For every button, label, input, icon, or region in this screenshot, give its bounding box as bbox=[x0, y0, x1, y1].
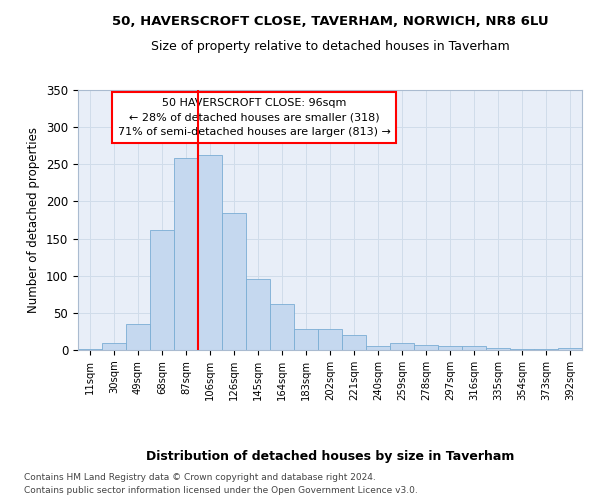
Bar bbox=[222, 214, 246, 350]
Bar bbox=[78, 348, 102, 350]
Bar bbox=[390, 342, 414, 350]
Bar bbox=[318, 329, 342, 350]
Bar bbox=[198, 156, 222, 350]
Bar bbox=[486, 348, 510, 350]
Bar bbox=[342, 335, 366, 350]
Bar bbox=[126, 324, 150, 350]
Text: Contains HM Land Registry data © Crown copyright and database right 2024.: Contains HM Land Registry data © Crown c… bbox=[24, 472, 376, 482]
Bar bbox=[102, 342, 126, 350]
Y-axis label: Number of detached properties: Number of detached properties bbox=[28, 127, 40, 313]
Bar bbox=[150, 230, 174, 350]
Text: Contains public sector information licensed under the Open Government Licence v3: Contains public sector information licen… bbox=[24, 486, 418, 495]
Bar bbox=[366, 346, 390, 350]
Text: 50, HAVERSCROFT CLOSE, TAVERHAM, NORWICH, NR8 6LU: 50, HAVERSCROFT CLOSE, TAVERHAM, NORWICH… bbox=[112, 15, 548, 28]
Text: Size of property relative to detached houses in Taverham: Size of property relative to detached ho… bbox=[151, 40, 509, 53]
Bar bbox=[294, 329, 318, 350]
Bar bbox=[270, 304, 294, 350]
Text: 50 HAVERSCROFT CLOSE: 96sqm
← 28% of detached houses are smaller (318)
71% of se: 50 HAVERSCROFT CLOSE: 96sqm ← 28% of det… bbox=[118, 98, 391, 138]
Bar bbox=[462, 346, 486, 350]
Bar bbox=[558, 348, 582, 350]
Bar bbox=[246, 278, 270, 350]
Bar bbox=[174, 158, 198, 350]
Bar bbox=[438, 346, 462, 350]
Bar bbox=[414, 345, 438, 350]
Text: Distribution of detached houses by size in Taverham: Distribution of detached houses by size … bbox=[146, 450, 514, 463]
